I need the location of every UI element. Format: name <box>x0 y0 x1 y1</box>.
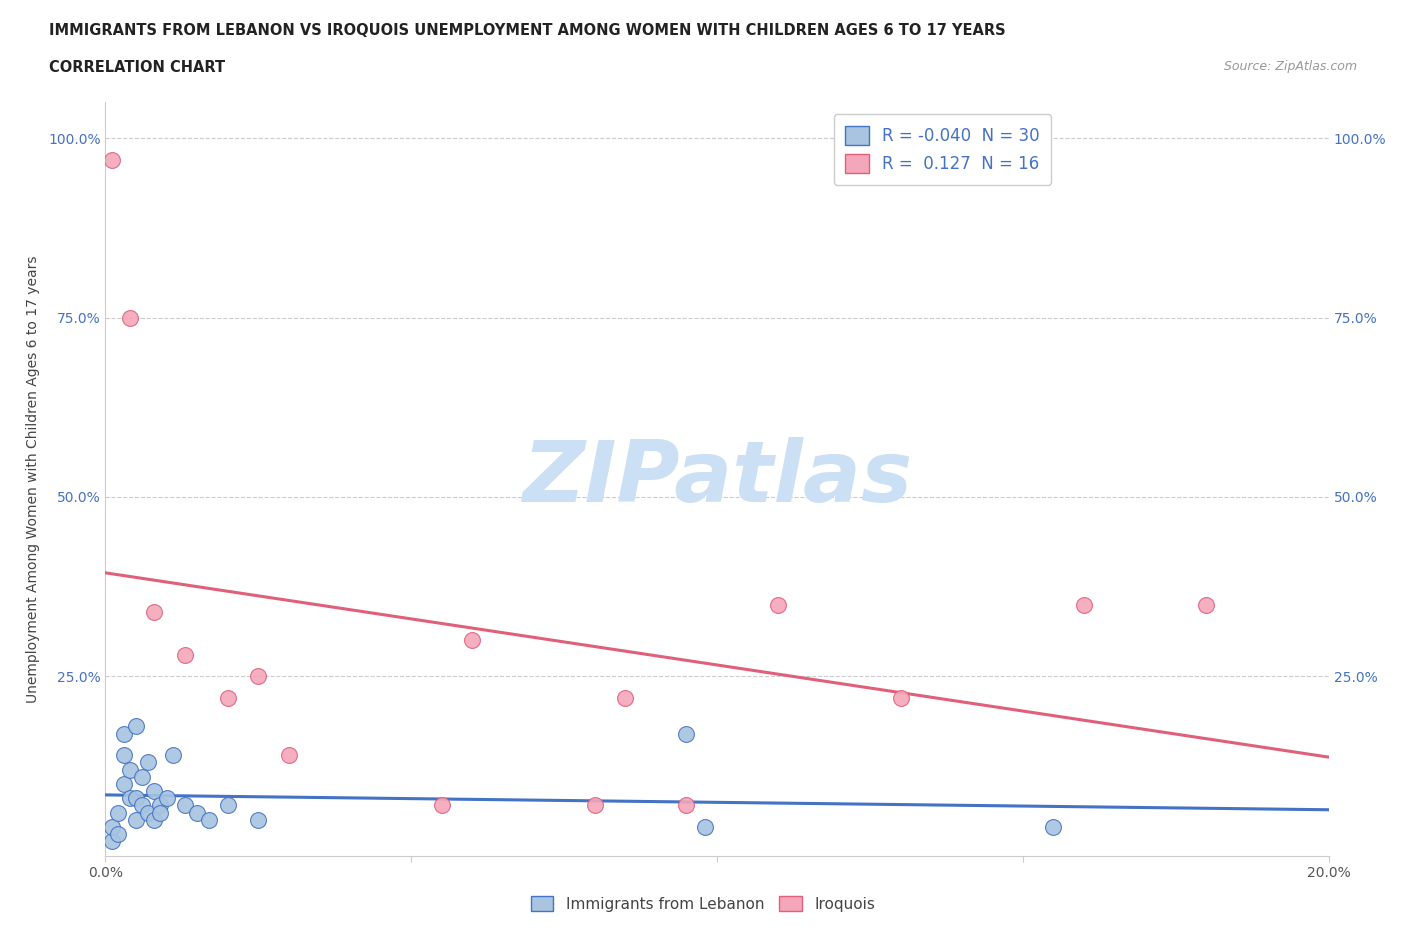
Point <box>1195 597 1218 612</box>
Point <box>125 790 148 805</box>
Point <box>143 784 166 799</box>
Point <box>100 834 122 849</box>
Point <box>889 690 911 705</box>
Point <box>174 647 197 662</box>
Point <box>112 726 135 741</box>
Point <box>278 748 301 763</box>
Point <box>675 798 697 813</box>
Legend: Immigrants from Lebanon, Iroquois: Immigrants from Lebanon, Iroquois <box>524 889 882 918</box>
Point <box>461 633 484 648</box>
Point <box>614 690 637 705</box>
Point <box>143 812 166 827</box>
Point <box>162 748 184 763</box>
Point <box>118 762 141 777</box>
Point <box>143 604 166 619</box>
Point <box>125 812 148 827</box>
Point <box>217 690 239 705</box>
Point <box>136 805 159 820</box>
Point <box>131 798 153 813</box>
Point <box>107 805 129 820</box>
Point <box>100 153 122 167</box>
Y-axis label: Unemployment Among Women with Children Ages 6 to 17 years: Unemployment Among Women with Children A… <box>25 255 39 703</box>
Point <box>217 798 239 813</box>
Point <box>136 755 159 770</box>
Point <box>155 790 177 805</box>
Point <box>107 827 129 842</box>
Text: Source: ZipAtlas.com: Source: ZipAtlas.com <box>1223 60 1357 73</box>
Point <box>186 805 208 820</box>
Point <box>693 819 716 834</box>
Point <box>583 798 606 813</box>
Point <box>174 798 197 813</box>
Point <box>131 769 153 784</box>
Point <box>149 798 172 813</box>
Text: ZIPatlas: ZIPatlas <box>522 437 912 521</box>
Legend: R = -0.040  N = 30, R =  0.127  N = 16: R = -0.040 N = 30, R = 0.127 N = 16 <box>834 114 1052 184</box>
Point <box>112 777 135 791</box>
Point <box>125 719 148 734</box>
Text: CORRELATION CHART: CORRELATION CHART <box>49 60 225 75</box>
Point <box>100 819 122 834</box>
Point <box>1042 819 1064 834</box>
Point <box>247 669 270 684</box>
Point <box>149 805 172 820</box>
Point <box>118 790 141 805</box>
Point <box>118 310 141 325</box>
Text: IMMIGRANTS FROM LEBANON VS IROQUOIS UNEMPLOYMENT AMONG WOMEN WITH CHILDREN AGES : IMMIGRANTS FROM LEBANON VS IROQUOIS UNEM… <box>49 23 1005 38</box>
Point <box>198 812 221 827</box>
Point <box>430 798 453 813</box>
Point <box>1073 597 1095 612</box>
Point <box>675 726 697 741</box>
Point <box>247 812 270 827</box>
Point <box>112 748 135 763</box>
Point <box>768 597 790 612</box>
